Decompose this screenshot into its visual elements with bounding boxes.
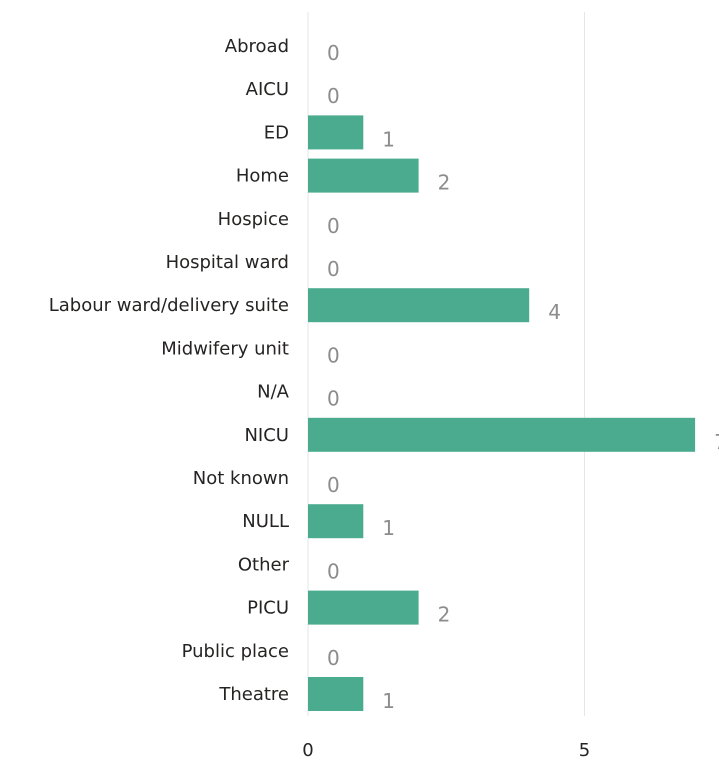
category-label: Midwifery unit (161, 338, 289, 359)
bar (308, 418, 695, 452)
bar (308, 677, 363, 711)
data-label: 0 (327, 473, 340, 497)
bar (308, 591, 419, 625)
category-label: Home (236, 166, 289, 187)
category-label: Theatre (218, 684, 289, 705)
bars (308, 115, 695, 711)
x-tick-label: 0 (302, 740, 313, 761)
category-label: Not known (193, 468, 289, 489)
category-label: Public place (182, 641, 289, 662)
data-label: 0 (327, 646, 340, 670)
data-label: 1 (382, 689, 395, 713)
category-label: N/A (257, 382, 290, 403)
bar (308, 504, 363, 538)
category-label: Abroad (225, 36, 289, 57)
data-label: 2 (438, 603, 451, 627)
data-label: 0 (327, 84, 340, 108)
category-label: Hospital ward (166, 252, 289, 273)
x-tick-label: 5 (579, 740, 590, 761)
data-label: 0 (327, 559, 340, 583)
data-label: 4 (548, 300, 561, 324)
bar (308, 115, 363, 149)
data-label: 2 (438, 171, 451, 195)
category-label: ED (264, 122, 289, 143)
category-label: Hospice (218, 209, 289, 230)
data-label: 7 (714, 430, 719, 454)
data-label: 1 (382, 516, 395, 540)
category-labels: Abroad AICU ED Home Hospice Hospital ward Labo… (49, 36, 290, 705)
data-label: 0 (327, 343, 340, 367)
category-label: AICU (246, 79, 289, 100)
category-label: Labour ward/delivery suite (49, 295, 289, 316)
category-label: NICU (244, 425, 289, 446)
category-label: NULL (242, 511, 289, 532)
bar (308, 159, 419, 193)
bar (308, 288, 529, 322)
data-label: 0 (327, 41, 340, 65)
data-label: 1 (382, 127, 395, 151)
category-label: PICU (247, 598, 289, 619)
data-label: 0 (327, 257, 340, 281)
category-label: Other (238, 554, 290, 575)
data-label: 0 (327, 387, 340, 411)
data-label: 0 (327, 214, 340, 238)
